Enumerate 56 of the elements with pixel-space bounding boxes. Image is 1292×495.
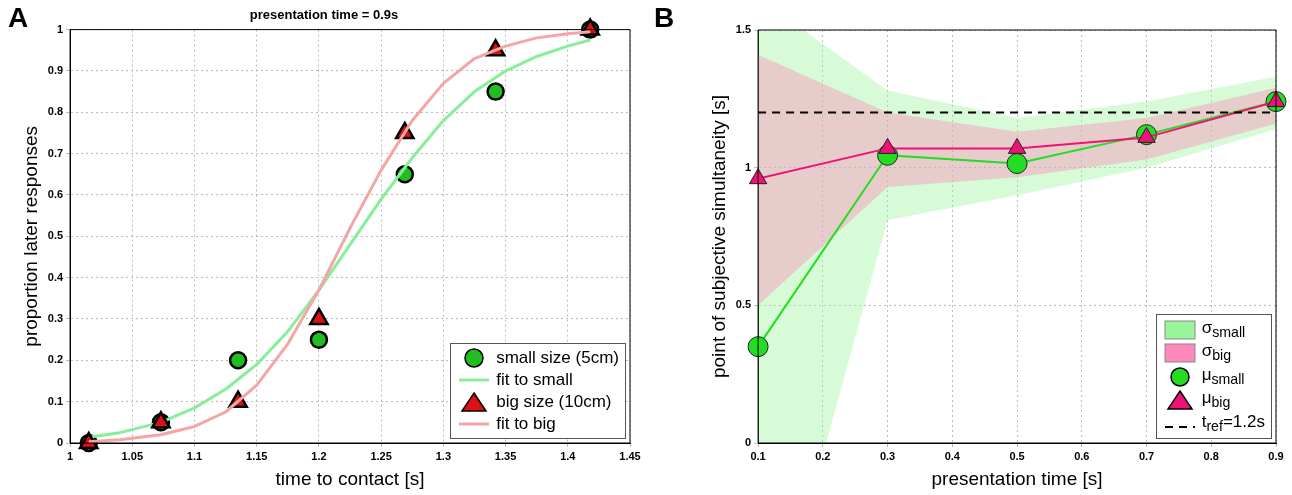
x-tick-label: 1.2: [311, 449, 327, 462]
text: A: [8, 2, 29, 34]
x-tick-label: 1.45: [619, 449, 641, 462]
chart-title: presentation time = 0.9s: [249, 7, 399, 23]
legend-label: σ$_{small}$: [1201, 318, 1246, 342]
point: [309, 307, 329, 326]
legend-label: big size (10cm): [496, 391, 612, 413]
y-tick-label: 0: [56, 436, 64, 449]
y-tick-label: 0.9: [47, 63, 64, 76]
x-tick-label: 1.3: [435, 449, 452, 462]
legend-label: μ$_{big}$: [1201, 388, 1231, 412]
x-tick-label: 0.8: [1203, 449, 1219, 462]
y-axis-title: point of subjective simultaneity [s]: [707, 94, 729, 379]
y-tick-label: 0.1: [47, 394, 64, 407]
x-tick-label: 1.4: [560, 449, 577, 462]
y-tick-label: 1: [744, 160, 752, 173]
legend-label: fit to small: [496, 369, 573, 391]
x-tick-label: 0.9: [1268, 449, 1284, 462]
y-tick-label: 0.3: [47, 312, 64, 325]
point: [228, 351, 248, 370]
y-tick-label: 0.4: [47, 270, 64, 283]
x-tick-label: 0.6: [1074, 449, 1090, 462]
y-tick-label: 0.7: [47, 146, 64, 159]
x-tick-label: 0.3: [879, 449, 896, 462]
legend-label: μ$_{small}$: [1201, 364, 1245, 389]
x-tick-label: 0.2: [815, 449, 831, 462]
y-tick-label: 0.5: [47, 229, 64, 242]
legend-label: fit to big: [496, 413, 556, 435]
legend-label: σ$_{big}$: [1201, 341, 1232, 365]
point: [486, 82, 505, 101]
text: B: [654, 2, 675, 34]
point: [1007, 137, 1027, 154]
y-axis-title: proportion later responses: [19, 125, 41, 347]
y-tick-label: 1.5: [735, 23, 752, 36]
y-tick-label: 0.8: [47, 105, 64, 118]
y-tick-label: 0.2: [47, 353, 64, 366]
legend-label: small size (5cm): [496, 347, 619, 369]
x-tick-label: 1: [67, 449, 74, 462]
x-tick-label: 0.5: [1009, 449, 1025, 462]
point: [309, 330, 329, 349]
x-tick-label: 0.7: [1138, 449, 1155, 462]
point: [878, 137, 897, 154]
x-tick-label: 1.25: [370, 449, 392, 462]
legend-label: t$_{ref}$=1.2s: [1201, 411, 1265, 435]
y-tick-label: 0.6: [47, 187, 64, 200]
y-tick-label: 1: [56, 22, 64, 35]
x-tick-label: 1.35: [494, 449, 517, 462]
x-tick-label: 1.15: [246, 449, 268, 462]
x-tick-label: 0.4: [944, 449, 961, 462]
y-tick-label: 0: [744, 436, 752, 449]
point: [747, 336, 769, 358]
x-tick-label: 1.05: [121, 449, 144, 462]
y-tick-label: 0.5: [735, 298, 752, 311]
x-tick-label: 1.1: [186, 449, 203, 462]
x-axis-title: time to contact [s]: [275, 467, 425, 489]
x-axis-title: presentation time [s]: [931, 467, 1103, 489]
